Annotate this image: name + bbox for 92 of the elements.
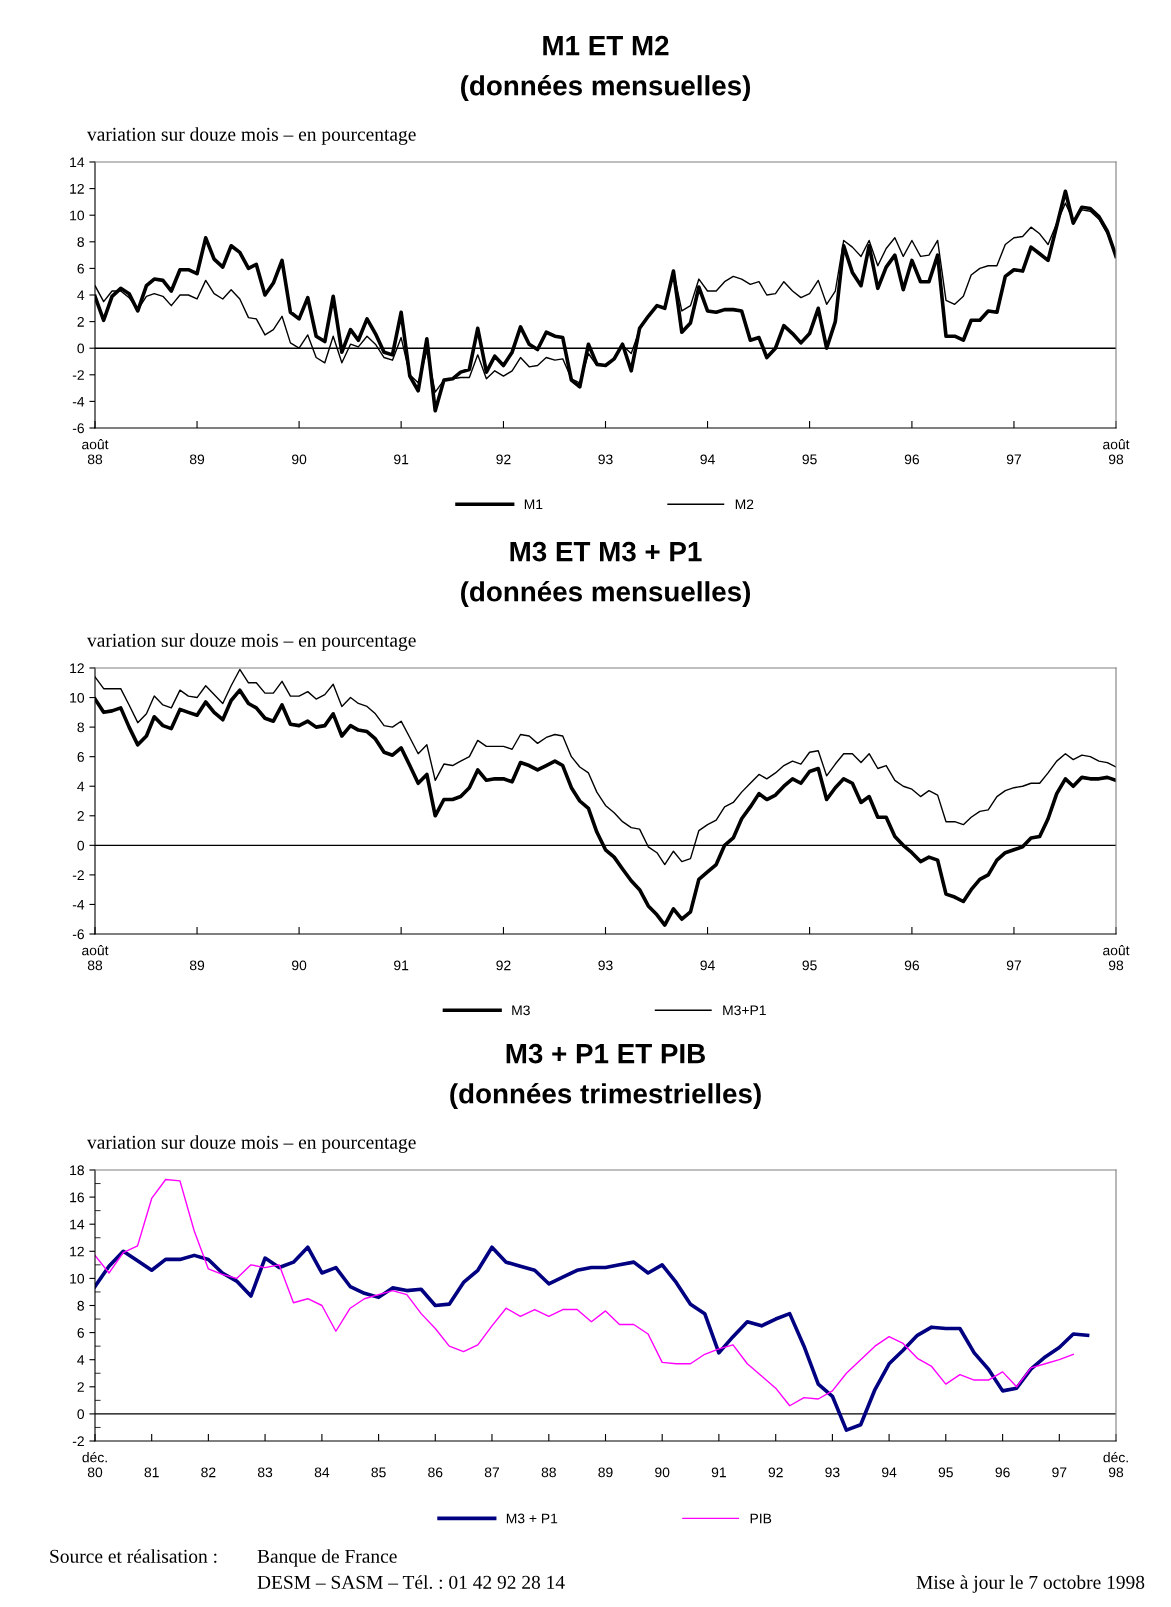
x-tick-label: 81 [144, 1467, 159, 1478]
x-tick-label: 96 [904, 454, 920, 465]
x-tick-label: 97 [1006, 454, 1021, 465]
y-tick-label: 10 [70, 692, 85, 703]
x-tick-label: 96 [904, 960, 920, 971]
x-tick-label: 92 [768, 1467, 783, 1478]
y-tick-label: -4 [72, 899, 85, 910]
y-tick-label: 10 [70, 210, 85, 221]
y-tick-label: -2 [72, 1436, 84, 1447]
x-tick-label: 91 [394, 454, 409, 465]
legend-label: M3 + P1 [506, 1513, 558, 1524]
source-note: Source et réalisation : [50, 1549, 217, 1563]
x-tick-label: 91 [711, 1467, 726, 1478]
y-tick-label: 14 [70, 1219, 85, 1230]
x-tick-label: août 88 [82, 945, 109, 971]
x-tick-label: 89 [598, 1467, 613, 1478]
x-tick-label: 82 [201, 1467, 216, 1478]
chart-title: M3 ET M3 + P1 [510, 541, 702, 562]
x-tick-label: 95 [938, 1467, 953, 1478]
y-tick-label: -6 [72, 423, 84, 434]
x-tick-label: 93 [825, 1467, 840, 1478]
y-tick-label: 10 [70, 1273, 85, 1284]
y-tick-label: -2 [72, 370, 84, 380]
x-tick-label: 97 [1052, 1467, 1067, 1478]
x-tick-label: août 98 [1103, 439, 1130, 465]
x-tick-label: 97 [1006, 960, 1021, 971]
y-tick-label: 4 [77, 1355, 85, 1365]
x-tick-label: 91 [394, 960, 409, 971]
y-tick-label: 12 [70, 663, 84, 674]
x-tick-label: 95 [802, 960, 817, 971]
x-tick-label: août 98 [1103, 945, 1130, 971]
x-tick-label: déc. 98 [1103, 1451, 1128, 1478]
x-tick-label: 85 [371, 1467, 386, 1478]
y-tick-label: 0 [77, 1409, 85, 1420]
x-tick-label: déc. 80 [82, 1451, 107, 1478]
y-tick-label: 14 [70, 157, 85, 168]
y-tick-label: -2 [72, 870, 84, 880]
y-tick-label: -6 [72, 929, 84, 940]
x-tick-label: 95 [802, 454, 817, 465]
y-tick-label: 4 [77, 290, 85, 301]
y-tick-label: 12 [70, 183, 84, 194]
y-tick-label: 16 [70, 1192, 84, 1203]
chart-subtitle: (données mensuelles) [461, 580, 751, 608]
y-axis-title: variation sur douze mois – en pourcentage [87, 633, 416, 651]
y-tick-label: 8 [77, 1300, 84, 1311]
chart-title: M1 ET M2 [543, 35, 669, 56]
x-tick-label: 92 [496, 960, 511, 971]
x-tick-label: août 88 [82, 439, 109, 465]
x-tick-label: 93 [598, 454, 613, 465]
y-axis-title: variation sur douze mois – en pourcentage [87, 1135, 416, 1153]
text: Mise à jour le 7 octobre 1998 [916, 1575, 1145, 1593]
y-tick-label: 4 [77, 781, 85, 792]
x-tick-label: 94 [700, 454, 715, 465]
x-tick-label: 83 [257, 1467, 273, 1478]
chart-subtitle: (données trimestrielles) [450, 1082, 761, 1110]
y-tick-label: 8 [77, 237, 84, 247]
legend-label: M1 [524, 499, 543, 510]
x-tick-label: 93 [598, 960, 613, 971]
legend-label: M3+P1 [723, 1005, 766, 1016]
y-tick-label: 0 [77, 840, 85, 851]
x-tick-label: 96 [995, 1467, 1010, 1478]
y-tick-label: 2 [77, 811, 84, 821]
y-tick-label: 8 [77, 722, 84, 733]
x-tick-label: 90 [292, 454, 307, 465]
y-tick-label: 6 [77, 263, 84, 274]
chart-title: M3 + P1 ET PIB [506, 1043, 705, 1064]
x-tick-label: 89 [189, 960, 205, 971]
x-tick-label: 90 [292, 960, 307, 971]
x-tick-label: 89 [189, 454, 205, 465]
legend-label: PIB [750, 1513, 772, 1524]
y-tick-label: 0 [77, 343, 85, 354]
y-tick-label: 12 [70, 1246, 84, 1257]
legend-label: M3 [512, 1005, 530, 1016]
chart-subtitle: (données mensuelles) [461, 74, 751, 102]
x-tick-label: 86 [428, 1467, 443, 1478]
text: DESM – SASM – Tél. : 01 42 92 28 14 [257, 1575, 565, 1589]
y-tick-label: 6 [77, 752, 84, 762]
y-tick-label: 18 [70, 1165, 84, 1176]
y-axis-title: variation sur douze mois – en pourcentage [87, 127, 416, 145]
x-tick-label: 87 [484, 1467, 499, 1478]
legend-label: M2 [735, 499, 754, 510]
y-tick-label: 6 [77, 1327, 84, 1338]
x-tick-label: 92 [496, 454, 511, 465]
x-tick-label: 88 [541, 1467, 556, 1478]
y-tick-label: 2 [77, 316, 84, 327]
y-tick-label: -4 [72, 396, 85, 407]
x-tick-label: 84 [314, 1467, 330, 1478]
x-tick-label: 90 [655, 1467, 670, 1478]
x-tick-label: 94 [700, 960, 715, 971]
x-tick-label: 94 [882, 1467, 897, 1478]
y-tick-label: 2 [77, 1382, 84, 1392]
text: Banque de France [257, 1549, 397, 1567]
